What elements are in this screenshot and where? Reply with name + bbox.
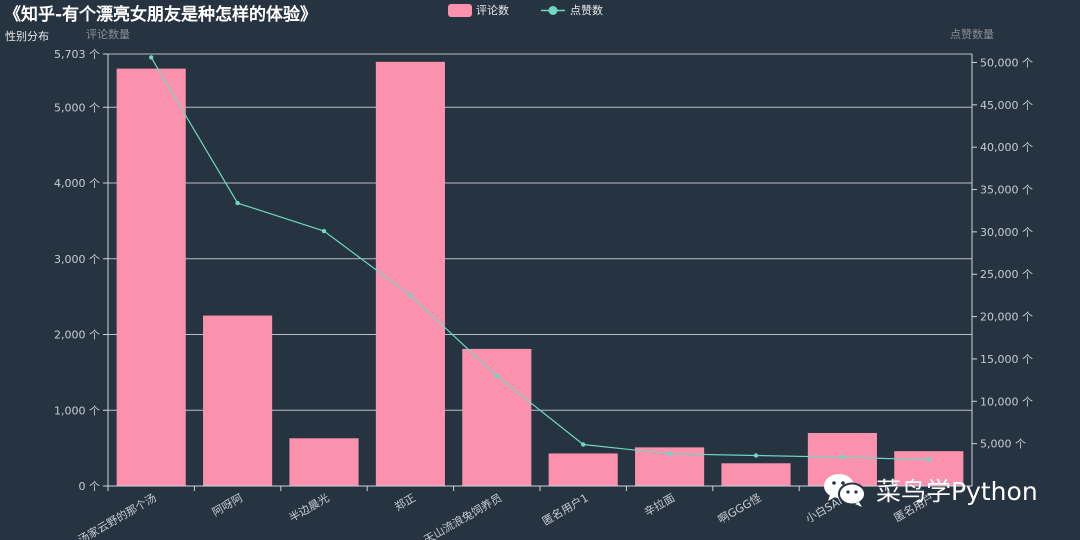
- likes-point: [149, 55, 154, 60]
- likes-point: [926, 457, 931, 462]
- likes-point: [408, 293, 413, 298]
- legend: 评论数 点赞数: [448, 3, 603, 17]
- y-left-axis-label: 评论数量: [86, 27, 130, 41]
- chart-title: 《知乎-有个漂亮女朋友是种怎样的体验》: [4, 5, 318, 25]
- likes-point: [753, 453, 759, 458]
- y-left-tick-label: 4,000 个: [54, 177, 100, 190]
- watermark: 菜鸟学Python: [822, 470, 1038, 510]
- x-tick-label: 匿名用户1: [540, 490, 591, 528]
- x-tick-label: 天山流浪兔饲养员: [421, 490, 504, 540]
- y-left-tick-label: 5,703 个: [54, 48, 100, 61]
- likes-point: [494, 373, 499, 379]
- legend-label-comments[interactable]: 评论数: [476, 3, 509, 17]
- wechat-icon: [824, 474, 866, 507]
- y-right-tick-label: 20,000 个: [980, 311, 1033, 324]
- axis-layer: 0 个 1,000 个 2,000 个 3,000 个 4,000 个 5,000 个 5,…: [54, 48, 1033, 493]
- y-right-tick-label: 5,000 个: [980, 438, 1026, 451]
- bar-layer: [116, 61, 964, 486]
- y-left-tick-label: 1,000 个: [54, 404, 100, 417]
- y-right-axis-label: 点赞数量: [950, 28, 994, 41]
- x-tick-label: 汤家云野的那个汤: [75, 490, 158, 540]
- legend-swatch-likes-dot[interactable]: [548, 6, 558, 15]
- likes-point: [667, 451, 672, 457]
- x-tick-label: 啊GGG怪: [715, 490, 763, 526]
- y-right-tick-label: 45,000 个: [980, 99, 1033, 112]
- likes-point: [840, 455, 845, 460]
- chart-subtitle: 性别分布: [5, 30, 49, 43]
- bar: [375, 61, 445, 486]
- y-right-tick-label: 40,000 个: [980, 141, 1033, 154]
- likes-point: [581, 442, 586, 447]
- line-layer: [149, 55, 931, 462]
- bar: [721, 463, 791, 486]
- bar: [462, 348, 532, 486]
- bar: [894, 451, 964, 486]
- watermark-text: 菜鸟学Python: [876, 477, 1038, 506]
- legend-swatch-comments[interactable]: [448, 4, 472, 17]
- legend-label-likes[interactable]: 点赞数: [570, 4, 603, 17]
- y-left-tick-label: 0 个: [79, 480, 101, 493]
- y-right-tick-label: 30,000 个: [980, 226, 1033, 239]
- likes-line: [150, 57, 929, 461]
- likes-point: [235, 200, 240, 206]
- bar: [289, 438, 359, 486]
- x-tick-label: 郑正: [392, 490, 418, 513]
- x-tick-label: 辛拉面: [642, 490, 678, 519]
- x-tick-labels: 汤家云野的那个汤 阿呀阿 半边晨光 郑正 天山流浪兔饲养员 匿名用户1 辛拉面 啊GGG怪 小白…: [75, 490, 936, 540]
- y-right-tick-label: 25,000 个: [980, 268, 1033, 281]
- bar: [548, 453, 618, 486]
- y-left-tick-label: 3,000 个: [54, 253, 100, 266]
- y-right-tick-label: 35,000 个: [980, 184, 1033, 197]
- bar: [203, 315, 273, 486]
- x-tick-label: 半边晨光: [286, 490, 331, 524]
- bar: [116, 68, 186, 486]
- x-tick-label: 阿呀阿: [210, 491, 245, 519]
- y-right-tick-label: 15,000 个: [980, 353, 1033, 366]
- y-right-tick-label: 50,000 个: [980, 56, 1033, 69]
- likes-point: [321, 228, 327, 234]
- y-right-tick-label: 10,000 个: [980, 395, 1033, 408]
- y-left-tick-label: 5,000 个: [54, 101, 100, 114]
- y-left-tick-label: 2,000 个: [54, 329, 100, 342]
